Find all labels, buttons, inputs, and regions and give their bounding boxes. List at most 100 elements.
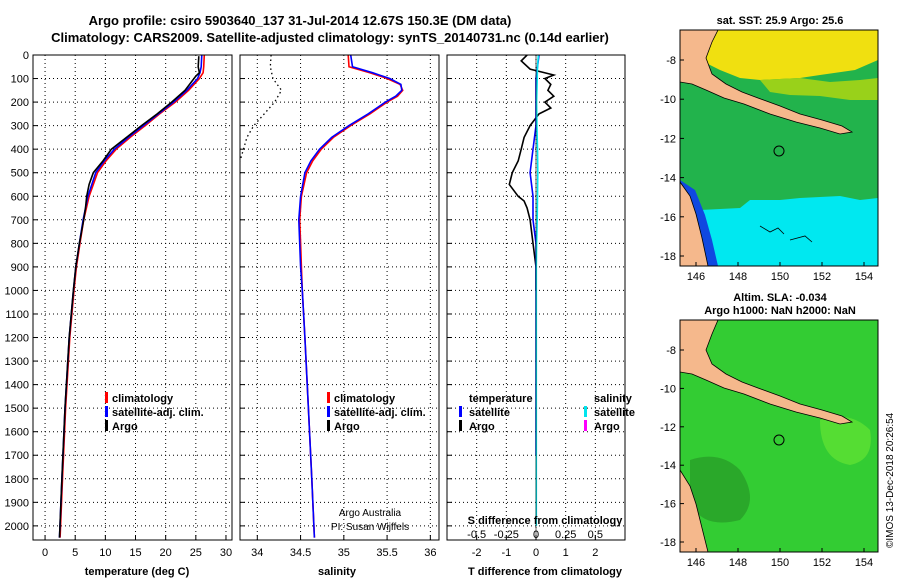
salinity-series-satellite-adj-clim- [297, 55, 403, 538]
depth-tick-label: 1700 [5, 450, 29, 462]
legend-label-satellite: satellite-adj. clim. [334, 407, 426, 419]
map-ytick-label: -16 [660, 212, 676, 224]
sla-map-frame [679, 319, 879, 553]
sst-land-australia [680, 181, 709, 266]
header-line2: Climatology: CARS2009. Satellite-adjuste… [51, 30, 609, 45]
depth-tick-label: 900 [11, 262, 29, 274]
sst-warm-patch [680, 30, 878, 80]
map-xtick-label: 146 [687, 271, 705, 283]
legend-swatch-satellite [105, 406, 108, 417]
legend-label-argo: Argo [112, 421, 138, 433]
legend-label-sal-satellite: satellite [594, 407, 635, 419]
temperature-panel: 0 5 10 15 20 25 30 [32, 54, 233, 559]
difference-panel: -2 -1 0 1 2 -0.5 -0.25 0 0.25 0.5 [446, 54, 626, 559]
pi-credit: PI: Susan Wijffels [331, 522, 409, 533]
map-ytick-label: -18 [660, 251, 676, 263]
temperature-series-group [58, 55, 206, 538]
temperature-xtick-label: 0 [42, 547, 48, 559]
legend-title-salinity: salinity [594, 393, 633, 405]
map-ytick-label: -10 [660, 383, 676, 395]
legend-swatch-climatology [105, 392, 108, 403]
sla-low-patch [690, 456, 750, 523]
difference-series-salinity-satellite [535, 55, 540, 526]
depth-axis-labels: 0 100 200 300 400 500 600 700 800 900 1000 1100 1200… [5, 50, 29, 533]
depth-tick-label: 1800 [5, 474, 29, 486]
difference-xtick2-label: -0.25 [494, 529, 519, 541]
legend-swatch-sal-argo [584, 420, 587, 431]
depth-tick-label: 700 [11, 215, 29, 227]
map-xtick-label: 148 [729, 271, 747, 283]
depth-tick-label: 0 [23, 50, 29, 62]
temperature-xtick-label: 10 [99, 547, 111, 559]
sla-map-ticks: 146 148 150 152 154 -8 -10 -12 -14 -16 -18 [660, 345, 873, 569]
temperature-xtick-label: 25 [190, 547, 202, 559]
depth-tick-label: 1100 [5, 309, 29, 321]
legend-label-temp-satellite: satellite [469, 407, 510, 419]
sla-map-title2: Argo h1000: NaN h2000: NaN [704, 305, 856, 317]
difference-xtick-label: -1 [501, 547, 511, 559]
legend-swatch-temp-satellite [459, 406, 462, 417]
salinity-xtick-label: 35.5 [376, 547, 397, 559]
difference-xlabel-salinity: S difference from climatology [468, 515, 624, 527]
map-xtick-label: 150 [771, 557, 789, 569]
legend-title-temperature: temperature [469, 393, 533, 405]
depth-tick-label: 1000 [5, 285, 29, 297]
sst-map-title: sat. SST: 25.9 Argo: 25.6 [717, 15, 844, 27]
legend-swatch-temp-argo [459, 420, 462, 431]
depth-tick-label: 100 [11, 74, 29, 86]
difference-legend-temperature: temperature satellite Argo [459, 393, 533, 433]
map-xtick-label: 154 [855, 557, 873, 569]
temperature-xlabel: temperature (deg C) [85, 566, 190, 578]
depth-tick-label: 200 [11, 97, 29, 109]
map-ytick-label: -14 [660, 460, 676, 472]
sla-land-australia [680, 469, 709, 552]
sst-land-png [680, 30, 854, 135]
depth-tick-label: 1500 [5, 403, 29, 415]
map-ytick-label: -10 [660, 94, 676, 106]
sst-map-frame [679, 29, 879, 267]
temperature-xtick-label: 5 [72, 547, 78, 559]
legend-swatch-satellite [327, 406, 330, 417]
difference-series-temperature-argo [508, 55, 557, 291]
salinity-xtick-label: 34 [251, 547, 263, 559]
temperature-legend: climatology satellite-adj. clim. Argo [105, 392, 204, 433]
sla-high-patch [820, 416, 871, 465]
argo-australia-credit: Argo Australia [339, 508, 402, 519]
salinity-frame [239, 54, 440, 541]
temperature-xtick-label: 20 [160, 547, 172, 559]
depth-tick-label: 400 [11, 144, 29, 156]
legend-label-sal-argo: Argo [594, 421, 620, 433]
sst-map [680, 30, 878, 266]
legend-swatch-argo [105, 420, 108, 431]
legend-swatch-argo [327, 420, 330, 431]
difference-xtick2-label: 0 [533, 529, 539, 541]
sla-argo-location [773, 434, 785, 446]
sst-argo-location [773, 145, 785, 157]
salinity-xlabel: salinity [318, 566, 357, 578]
legend-label-climatology: climatology [334, 393, 396, 405]
map-xtick-label: 146 [687, 557, 705, 569]
difference-xtick-label: 2 [592, 547, 598, 559]
depth-tick-label: 2000 [5, 521, 29, 533]
difference-xtick-label: 0 [533, 547, 539, 559]
temperature-series-climatology [59, 55, 206, 538]
difference-xtick-label: 1 [563, 547, 569, 559]
difference-xtick2-label: 0.25 [555, 529, 576, 541]
depth-tick-label: 300 [11, 121, 29, 133]
depth-tick-label: 1600 [5, 427, 29, 439]
header-line1: Argo profile: csiro 5903640_137 31-Jul-2… [89, 13, 512, 28]
salinity-panel: 34 34.5 35 35.5 36 [239, 54, 440, 559]
temperature-series-satellite-adj-clim- [58, 55, 203, 538]
map-ytick-label: -18 [660, 537, 676, 549]
depth-tick-label: 1200 [5, 333, 29, 345]
sla-map-title1: Altim. SLA: -0.034 [733, 292, 827, 304]
map-xtick-label: 152 [813, 557, 831, 569]
map-ytick-label: -8 [666, 55, 676, 67]
legend-swatch-sal-satellite [584, 406, 587, 417]
sla-map [680, 320, 878, 552]
salinity-legend: climatology satellite-adj. clim. Argo [327, 392, 426, 433]
difference-xtick2-label: 0.5 [588, 529, 603, 541]
difference-legend-salinity: salinity satellite Argo [584, 393, 635, 433]
imos-credit: ©IMOS 13-Dec-2018 20:26:54 [885, 412, 896, 548]
